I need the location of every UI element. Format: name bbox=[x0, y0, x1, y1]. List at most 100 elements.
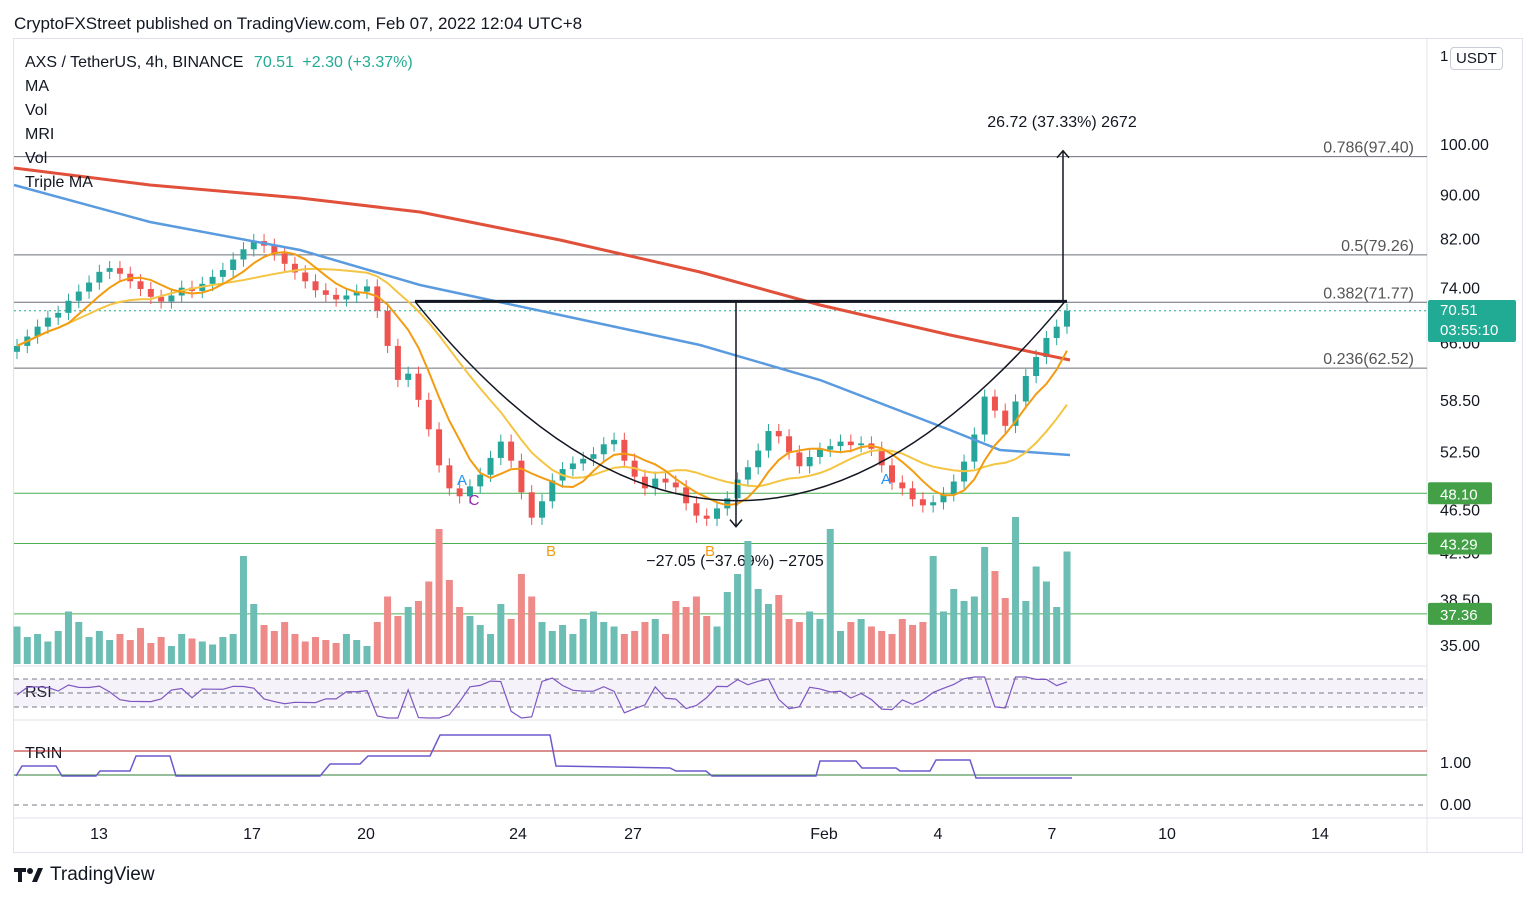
volume-bar bbox=[847, 622, 855, 664]
candle-body bbox=[508, 441, 515, 461]
candle-body bbox=[219, 269, 226, 277]
volume-bar bbox=[353, 640, 361, 664]
time-tick-label: 13 bbox=[90, 826, 108, 843]
candle-body bbox=[343, 295, 350, 300]
candle-body bbox=[744, 467, 751, 480]
volume-bar bbox=[600, 622, 608, 664]
candle-body bbox=[724, 498, 731, 509]
volume-bar bbox=[95, 631, 103, 664]
volume-bar bbox=[703, 616, 711, 664]
candle-body bbox=[1064, 310, 1070, 327]
time-tick-label: 14 bbox=[1311, 826, 1329, 843]
volume-bar bbox=[507, 619, 515, 664]
volume-bar bbox=[394, 616, 402, 664]
candle-body bbox=[312, 281, 319, 291]
candle-body bbox=[518, 460, 525, 493]
candle-body bbox=[147, 288, 154, 297]
candle-body bbox=[240, 249, 247, 260]
candle-body bbox=[940, 494, 947, 503]
indicator-triple-ma[interactable]: Triple MA bbox=[25, 174, 93, 191]
candle-body bbox=[281, 253, 288, 264]
volume-bar bbox=[1022, 601, 1030, 664]
symbol-name[interactable]: AXS / TetherUS, 4h, BINANCE bbox=[25, 54, 244, 71]
indicator-vol-2[interactable]: Vol bbox=[25, 150, 48, 167]
volume-bar bbox=[13, 626, 21, 664]
cup-curve bbox=[414, 300, 1066, 502]
price-tick-label: 74.00 bbox=[1440, 281, 1480, 298]
volume-bar bbox=[363, 646, 371, 664]
pattern-label: B bbox=[705, 543, 715, 560]
volume-bar bbox=[939, 611, 947, 664]
time-tick-label: 27 bbox=[624, 826, 642, 843]
support-price-tag bbox=[1428, 482, 1492, 505]
candle-body bbox=[436, 429, 443, 466]
candle-body bbox=[364, 286, 370, 292]
price-tick-label: 58.50 bbox=[1440, 393, 1480, 410]
volume-bar bbox=[178, 634, 186, 664]
volume-bar bbox=[404, 607, 412, 664]
volume-bar bbox=[75, 622, 83, 664]
volume-bar bbox=[569, 634, 577, 664]
candle-body bbox=[652, 478, 659, 489]
fib-level-label: 0.786(97.40) bbox=[1323, 140, 1414, 157]
volume-bar bbox=[239, 556, 247, 664]
footer-brand[interactable]: TradingView bbox=[50, 864, 155, 885]
rsi-line bbox=[16, 676, 1068, 719]
scale-mode[interactable]: 1 bbox=[1440, 48, 1449, 65]
volume-bar bbox=[837, 631, 845, 664]
time-tick-label: 20 bbox=[357, 826, 375, 843]
candle-body bbox=[611, 439, 618, 445]
indicator-mri[interactable]: MRI bbox=[25, 126, 55, 143]
indicator-vol[interactable]: Vol bbox=[25, 102, 48, 119]
volume-bar bbox=[487, 634, 495, 664]
trin-tick-label: 0.00 bbox=[1440, 797, 1471, 814]
candle-body bbox=[889, 465, 895, 483]
candle-body bbox=[919, 499, 926, 506]
candle-body bbox=[1002, 410, 1009, 426]
candle-body bbox=[302, 272, 309, 282]
volume-bar bbox=[795, 622, 803, 664]
candle-body bbox=[786, 436, 793, 453]
volume-bar bbox=[898, 619, 906, 664]
volume-bar bbox=[754, 589, 762, 664]
volume-bar bbox=[291, 634, 299, 664]
candle-body bbox=[425, 399, 432, 430]
currency-button[interactable]: USDT bbox=[1450, 47, 1503, 70]
volume-bar bbox=[270, 631, 278, 664]
symbol-legend: AXS / TetherUS, 4h, BINANCE 70.51 +2.30 … bbox=[25, 51, 413, 75]
candle-body bbox=[466, 486, 473, 497]
volume-bar bbox=[1032, 566, 1040, 664]
candle-body bbox=[693, 503, 700, 516]
candle-body bbox=[405, 373, 412, 380]
volume-bar bbox=[34, 634, 42, 664]
last-price-badge: 70.51 03:55:10 bbox=[1428, 300, 1516, 342]
candle-body bbox=[672, 482, 679, 488]
volume-bar bbox=[785, 619, 793, 664]
volume-bar bbox=[620, 634, 628, 664]
candle-body bbox=[106, 268, 113, 272]
volume-bar bbox=[970, 596, 978, 664]
candle-body bbox=[86, 282, 93, 292]
indicator-ma[interactable]: MA bbox=[25, 78, 49, 95]
candle-body bbox=[590, 454, 597, 459]
volume-bar bbox=[981, 547, 989, 664]
candle-body bbox=[374, 286, 381, 311]
candle-body bbox=[230, 259, 237, 270]
volume-bar bbox=[1012, 517, 1020, 664]
volume-bar bbox=[641, 622, 649, 664]
chart-frame bbox=[13, 38, 1523, 853]
measure-up-arrow bbox=[1056, 149, 1070, 159]
volume-bar bbox=[414, 601, 422, 664]
candle-body bbox=[878, 448, 885, 466]
volume-bar bbox=[229, 634, 237, 664]
volume-bar bbox=[548, 631, 556, 664]
volume-bar bbox=[23, 637, 31, 664]
volume-bar bbox=[157, 637, 165, 664]
ma-orange-line bbox=[16, 251, 1068, 507]
volume-bar bbox=[301, 641, 309, 664]
candle-body bbox=[600, 444, 607, 455]
volume-bar bbox=[806, 611, 814, 664]
candle-body bbox=[271, 245, 278, 254]
candle-body bbox=[734, 479, 741, 499]
